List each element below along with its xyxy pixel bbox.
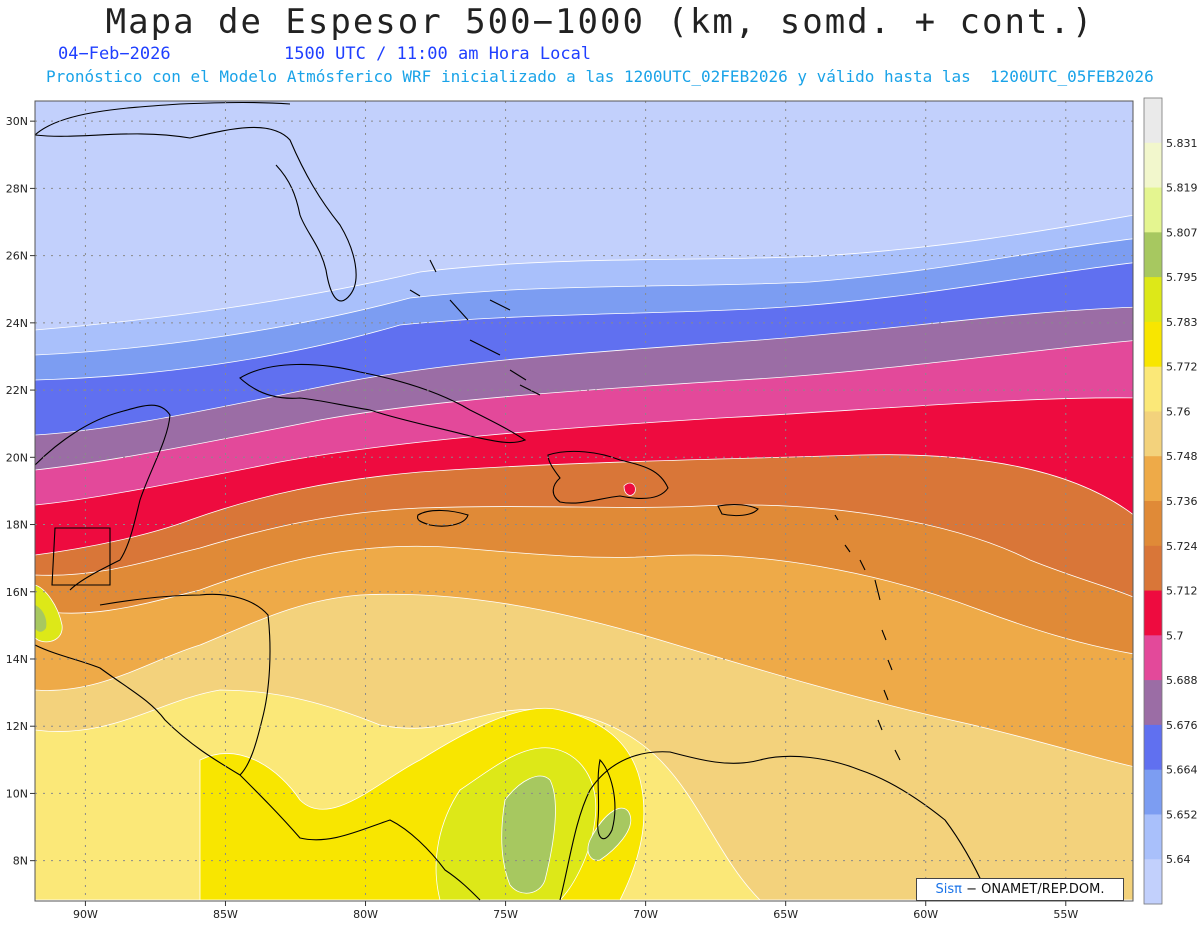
colorbar-label: 5.652	[1166, 808, 1198, 821]
forecast-time: 1500 UTC / 11:00 am Hora Local	[284, 44, 592, 64]
map-plot-area	[35, 101, 1133, 901]
hispaniola	[547, 450, 669, 504]
colorbar-swatch	[1144, 859, 1162, 905]
lat-label: 20N	[6, 451, 28, 464]
colorbar-swatch	[1144, 545, 1162, 592]
colorbar-label: 5.76	[1166, 405, 1191, 418]
colorbar-swatch	[1144, 366, 1162, 412]
coastlines	[35, 101, 991, 901]
lon-label: 55W	[1053, 908, 1078, 921]
colorbar-label: 5.64	[1166, 853, 1191, 866]
bahamas	[409, 259, 541, 396]
credit-box: Sisπ − ONAMET/REP.DOM.	[916, 878, 1124, 901]
lat-label: 10N	[6, 787, 28, 800]
colorbar-label: 5.795	[1166, 271, 1198, 284]
colorbar-label: 5.748	[1166, 450, 1198, 463]
lat-label: 12N	[6, 720, 28, 733]
gridlines	[35, 101, 1133, 901]
colorbar: 5.831 5.819 5.807 5.795 5.783 5.772 5.76 5.748 5…	[1143, 97, 1198, 905]
colorbar-swatch	[1144, 98, 1162, 144]
lesser-antilles	[834, 514, 901, 761]
colorbar-label: 5.676	[1166, 719, 1198, 732]
colorbar-swatch	[1144, 590, 1162, 636]
central-america	[35, 644, 481, 901]
plot-frame	[34, 100, 1134, 902]
lon-label: 60W	[913, 908, 938, 921]
colorbar-swatch	[1144, 456, 1162, 502]
colorbar-label: 5.736	[1166, 495, 1198, 508]
yucatan	[35, 404, 171, 591]
lat-label: 14N	[6, 653, 28, 666]
venezuela-gulf	[597, 758, 616, 840]
lon-label: 65W	[773, 908, 798, 921]
colorbar-swatch	[1144, 321, 1162, 368]
colorbar-label: 5.831	[1166, 137, 1198, 150]
honduras-coast	[99, 593, 271, 776]
colorbar-swatch	[1144, 724, 1162, 771]
florida-coast	[35, 126, 357, 302]
colorbar-swatch	[1144, 635, 1162, 681]
lon-label: 75W	[493, 908, 518, 921]
colorbar-swatch	[1144, 232, 1162, 278]
lat-label: 16N	[6, 586, 28, 599]
lat-label: 24N	[6, 317, 28, 330]
colorbar-label: 5.664	[1166, 764, 1198, 777]
puerto-rico	[717, 504, 759, 517]
colorbar-frame	[1143, 97, 1163, 905]
longitude-labels: 90W 85W 80W 75W 70W 65W 60W 55W	[73, 901, 1078, 921]
colorbar-label: 5.724	[1166, 540, 1198, 553]
colorbar-swatch	[1144, 769, 1162, 815]
lat-label: 28N	[6, 182, 28, 195]
forecast-date: 04−Feb−2026	[58, 44, 171, 64]
lat-label: 18N	[6, 519, 28, 532]
credit-agency: − ONAMET/REP.DOM.	[961, 882, 1105, 897]
colorbar-label: 5.688	[1166, 674, 1198, 687]
lat-label: 26N	[6, 250, 28, 263]
lon-label: 90W	[73, 908, 98, 921]
colorbar-label: 5.7	[1166, 629, 1184, 642]
forecast-description: Pronóstico con el Modelo Atmósferico WRF…	[46, 67, 1154, 86]
colorbar-label: 5.772	[1166, 361, 1198, 374]
latitude-labels: 30N 28N 26N 24N 22N 20N 18N 16N 14N 12N 10N 8N	[6, 115, 35, 868]
band-5807-west	[35, 605, 47, 632]
credit-sis: Sisπ	[935, 882, 962, 897]
colorbar-swatch	[1144, 142, 1162, 189]
colorbar-label: 5.712	[1166, 585, 1198, 598]
jamaica	[416, 509, 469, 527]
band-5807	[501, 775, 556, 894]
colorbar-swatch	[1144, 680, 1162, 726]
band-5712-spot	[623, 482, 636, 496]
lon-label: 80W	[353, 908, 378, 921]
lat-label: 30N	[6, 115, 28, 128]
lon-label: 85W	[213, 908, 238, 921]
belize-border	[51, 527, 111, 586]
colorbar-swatch	[1144, 814, 1162, 860]
lon-label: 70W	[633, 908, 658, 921]
map-title: Mapa de Espesor 500−1000 (km, somd. + co…	[105, 2, 1095, 42]
colorbar-swatch	[1144, 411, 1162, 457]
colorbar-swatch	[1144, 187, 1162, 233]
gulf-coast	[35, 101, 291, 136]
lat-label: 22N	[6, 384, 28, 397]
colorbar-label: 5.807	[1166, 226, 1198, 239]
colorbar-label: 5.783	[1166, 316, 1198, 329]
colorbar-swatch	[1144, 501, 1162, 547]
south-america	[559, 751, 991, 901]
lat-label: 8N	[13, 855, 28, 868]
colorbar-swatch	[1144, 277, 1162, 323]
colorbar-label: 5.819	[1166, 182, 1198, 195]
cuba	[239, 363, 527, 444]
